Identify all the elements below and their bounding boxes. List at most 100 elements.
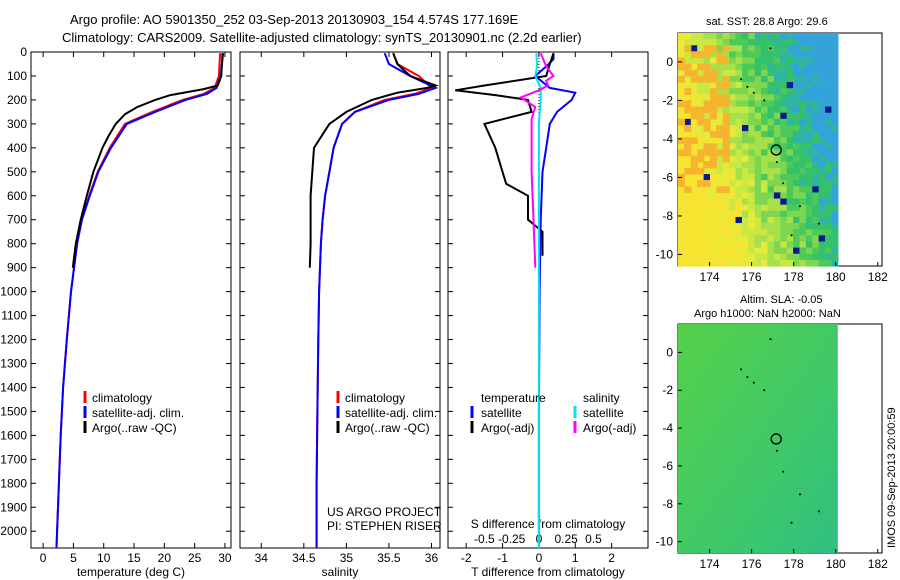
sst-cell — [741, 57, 749, 65]
sst-cell — [684, 223, 692, 230]
sst-cell — [773, 45, 781, 52]
sst-cell — [716, 210, 724, 218]
y-tick-label: -6 — [662, 459, 673, 473]
sst-cell — [812, 167, 820, 175]
sst-cell — [716, 137, 724, 144]
sst-cell — [722, 69, 730, 77]
sst-cell — [831, 259, 839, 267]
sst-cell-warm — [697, 149, 705, 157]
sst-cell — [754, 137, 762, 144]
sst-cell — [780, 118, 788, 126]
x2-tick-label: -0.5 — [474, 532, 495, 546]
sst-cell-warm — [709, 131, 717, 138]
sst-cell — [761, 51, 769, 59]
sst-cell — [729, 241, 737, 249]
sst-cell — [754, 259, 762, 267]
sst-cell — [684, 235, 692, 243]
sst-cell — [786, 100, 794, 108]
sst-cell — [690, 39, 698, 46]
sst-cell — [799, 51, 807, 59]
sst-cell — [748, 174, 756, 181]
sst-cell — [729, 161, 737, 169]
sst-cell — [709, 33, 717, 40]
sst-cell — [793, 204, 801, 212]
sst-cell — [831, 94, 839, 102]
sst-cell — [754, 161, 762, 169]
sst-cell — [735, 106, 743, 114]
sst-cell — [780, 106, 788, 114]
sst-cell — [729, 247, 737, 255]
y-tick-label: 600 — [7, 189, 27, 203]
sst-cell — [818, 75, 826, 83]
sst-cell — [818, 118, 826, 126]
x-tick-label: 174 — [700, 270, 720, 284]
sst-cell — [754, 143, 762, 151]
sst-cell — [780, 124, 788, 132]
legend-label-argo: Argo(..raw -QC) — [345, 421, 430, 435]
sst-cell — [825, 106, 833, 114]
sst-cell — [748, 131, 756, 138]
sst-cell — [799, 82, 807, 89]
sst-cell — [825, 174, 833, 181]
sst-cell-warm — [716, 57, 724, 65]
sst-cell — [761, 174, 769, 181]
sst-cell — [773, 63, 781, 71]
sst-cell-warm — [722, 100, 730, 108]
sst-cell — [741, 192, 749, 200]
sst-cell — [825, 143, 833, 151]
sst-cell — [729, 192, 737, 200]
x-tick-label: 176 — [742, 557, 762, 571]
sst-cell — [831, 204, 839, 212]
sst-cell — [748, 33, 756, 40]
island-dot — [798, 493, 801, 496]
sst-cell — [741, 204, 749, 212]
sst-cell — [684, 180, 692, 187]
sst-cell — [805, 161, 813, 169]
sst-cell — [722, 39, 730, 46]
sst-cell — [722, 174, 730, 181]
sst-cell — [818, 216, 826, 224]
sst-cell — [754, 124, 762, 132]
sst-cell — [780, 75, 788, 83]
sst-cell — [825, 82, 833, 89]
sst-cell-warm — [678, 180, 685, 187]
sst-cell — [741, 174, 749, 181]
sst-cell — [767, 39, 775, 46]
sst-cell — [767, 100, 775, 108]
sst-cell — [831, 180, 839, 187]
sst-cell — [678, 33, 685, 40]
sst-cell — [780, 63, 788, 71]
x-tick-label: -2 — [461, 551, 472, 565]
sst-cell — [767, 75, 775, 83]
series-line — [71, 53, 224, 268]
sst-cell — [761, 100, 769, 108]
y-tick-label: 1200 — [0, 333, 27, 347]
sst-cell — [716, 198, 724, 206]
x-tick-label: 35.5 — [377, 551, 401, 565]
sst-cell — [761, 210, 769, 218]
sst-cell — [754, 57, 762, 65]
sst-cell — [690, 198, 698, 206]
island-dot — [790, 234, 793, 237]
sst-cell — [690, 247, 698, 255]
sst-cell — [741, 253, 749, 261]
sst-cell — [793, 57, 801, 65]
y-tick-label: 100 — [7, 69, 27, 83]
sst-cell — [805, 155, 813, 163]
sst-cell — [761, 112, 769, 120]
sst-cell — [741, 143, 749, 151]
sst-cell — [729, 118, 737, 126]
sst-cell — [735, 223, 743, 230]
sst-cell-warm — [703, 75, 711, 83]
sst-cell-warm — [697, 75, 705, 83]
sst-cell-warm — [703, 161, 711, 169]
sst-cell — [805, 88, 813, 95]
sst-cell — [780, 131, 788, 138]
sst-cell-warm — [703, 51, 711, 59]
sst-cell — [780, 204, 788, 212]
sst-cell — [818, 161, 826, 169]
sst-cell — [773, 39, 781, 46]
sst-cell — [812, 186, 820, 194]
sst-cell — [735, 143, 743, 151]
sst-cell — [812, 33, 820, 40]
